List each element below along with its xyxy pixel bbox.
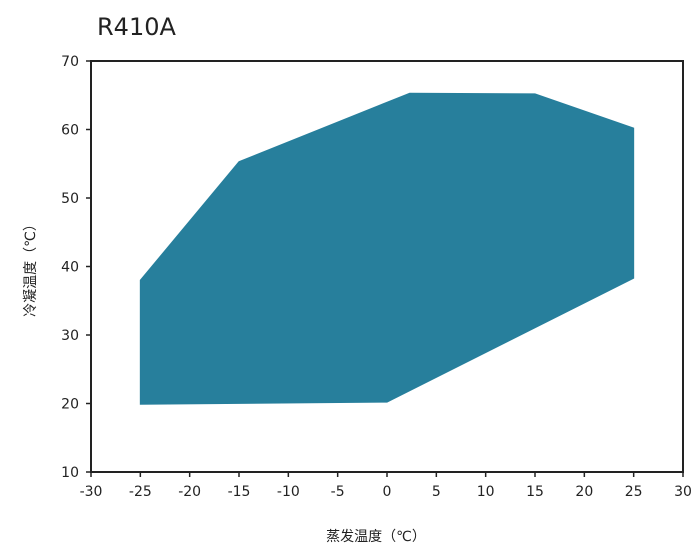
x-tick-label: -15: [228, 484, 251, 500]
y-axis-label: 冷凝温度（℃）: [23, 217, 39, 317]
x-tick-label: 30: [674, 484, 691, 500]
y-tick-label: 20: [61, 397, 79, 413]
y-tick-label: 50: [61, 191, 79, 207]
x-tick-label: -25: [129, 484, 152, 500]
area-layer: [139, 92, 635, 405]
operating-envelope-area: [139, 92, 635, 405]
x-tick-label: 0: [383, 484, 392, 500]
y-axis: 10 20 30 40 50 60 70: [61, 54, 91, 481]
x-tick-label: 20: [575, 484, 593, 500]
x-tick-label: -30: [80, 484, 103, 500]
x-tick-label: -5: [331, 484, 345, 500]
x-axis: -30 -25 -20 -15 -10 -5 0 5 10 15 20 25 30: [80, 472, 691, 500]
y-tick-label: 70: [61, 54, 79, 70]
x-tick-label: -20: [178, 484, 201, 500]
y-tick-label: 60: [61, 123, 79, 139]
x-tick-label: 5: [432, 484, 441, 500]
x-tick-label: -10: [277, 484, 300, 500]
x-axis-label: 蒸发温度（℃）: [326, 529, 426, 545]
y-tick-label: 30: [61, 328, 79, 344]
x-tick-label: 10: [477, 484, 495, 500]
x-tick-label: 25: [625, 484, 643, 500]
x-tick-label: 15: [526, 484, 544, 500]
chart-title: R410A: [97, 13, 176, 41]
y-tick-label: 10: [61, 465, 79, 481]
y-tick-label: 40: [61, 260, 79, 276]
